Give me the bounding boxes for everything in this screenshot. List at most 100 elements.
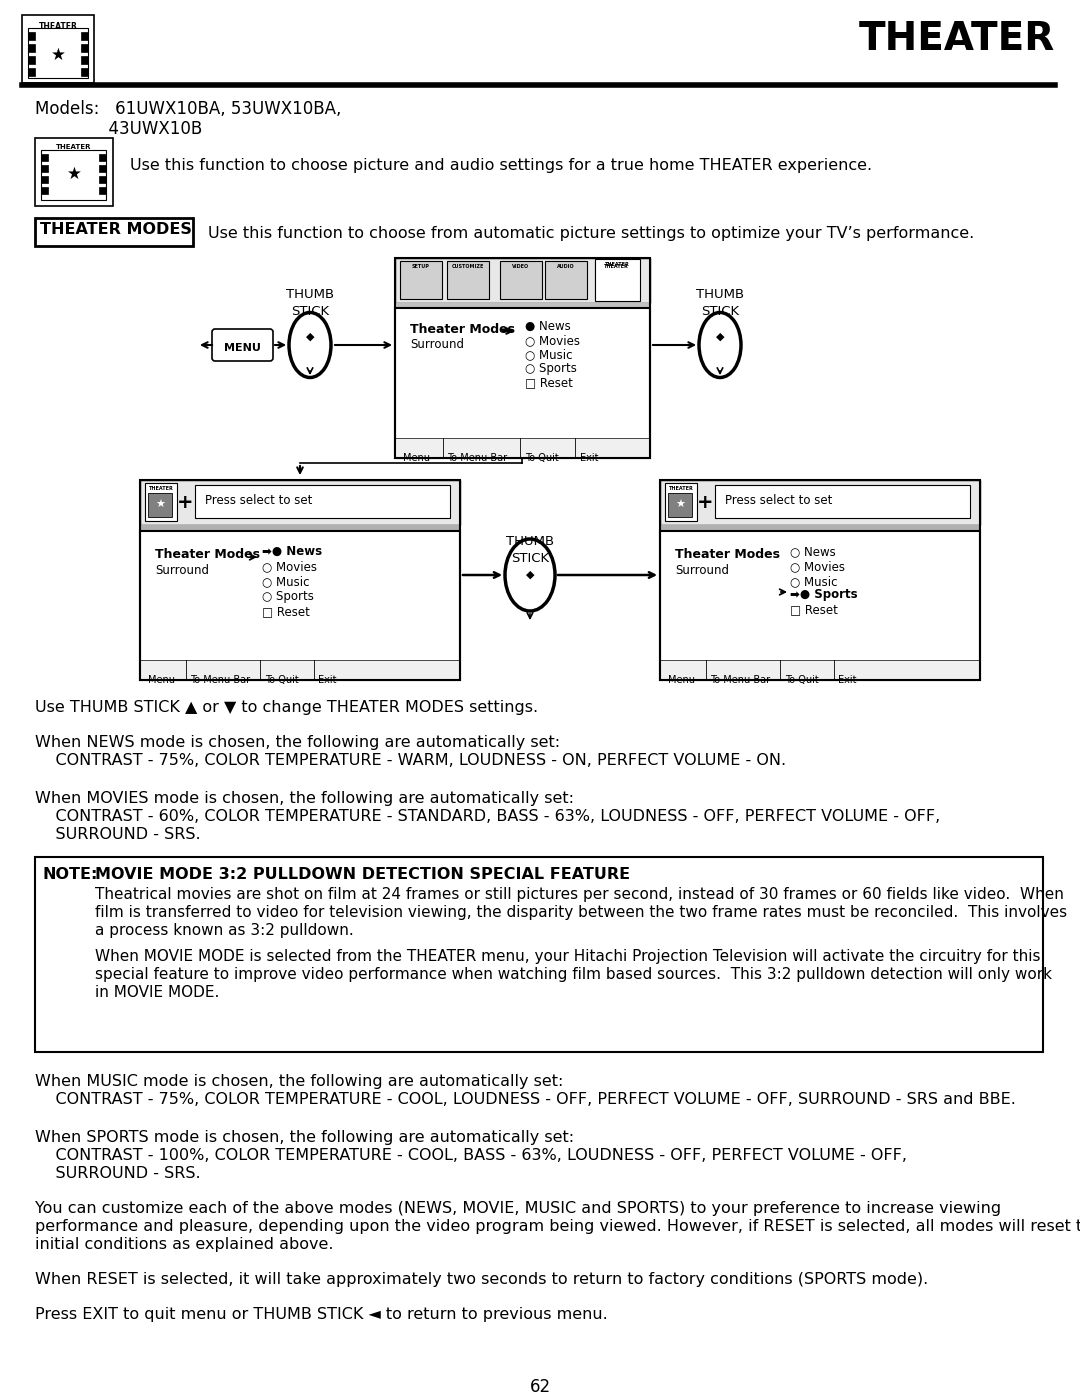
Text: Use this function to choose from automatic picture settings to optimize your TV’: Use this function to choose from automat…: [208, 226, 974, 242]
Bar: [145, 483, 177, 521]
Text: Menu: Menu: [669, 675, 696, 685]
Text: Press EXIT to quit menu or THUMB STICK ◄ to return to previous menu.: Press EXIT to quit menu or THUMB STICK ◄…: [35, 1308, 608, 1322]
Text: □ Reset: □ Reset: [262, 605, 310, 617]
Bar: [660, 659, 980, 680]
Text: Exit: Exit: [318, 675, 337, 685]
Text: ○ Music: ○ Music: [525, 348, 572, 360]
Text: THEATER: THEATER: [859, 20, 1055, 59]
Text: MENU: MENU: [224, 344, 260, 353]
Bar: [195, 485, 450, 518]
Bar: [669, 493, 692, 517]
Bar: [28, 56, 35, 64]
Text: Surround: Surround: [156, 564, 210, 577]
Bar: [35, 856, 1043, 1052]
Bar: [41, 187, 48, 194]
Text: film is transferred to video for television viewing, the disparity between the t: film is transferred to video for televis…: [95, 905, 1067, 921]
Text: ◆: ◆: [716, 332, 725, 342]
Text: When MUSIC mode is chosen, the following are automatically set:: When MUSIC mode is chosen, the following…: [35, 1074, 564, 1090]
Bar: [99, 165, 106, 172]
Bar: [28, 32, 35, 41]
Text: 62: 62: [529, 1377, 551, 1396]
Bar: [395, 258, 650, 303]
Bar: [400, 261, 442, 299]
Bar: [395, 258, 650, 458]
Bar: [81, 43, 87, 52]
Bar: [28, 43, 35, 52]
Text: THEATER: THEATER: [669, 486, 693, 490]
Bar: [41, 154, 48, 161]
Bar: [660, 525, 980, 531]
Text: THEATER: THEATER: [604, 264, 629, 270]
Text: Menu: Menu: [403, 453, 430, 462]
Bar: [41, 176, 48, 183]
Bar: [395, 303, 650, 307]
Bar: [665, 483, 697, 521]
Bar: [140, 481, 460, 525]
Text: performance and pleasure, depending upon the video program being viewed. However: performance and pleasure, depending upon…: [35, 1220, 1080, 1234]
Text: To Menu Bar: To Menu Bar: [190, 675, 251, 685]
Text: SURROUND - SRS.: SURROUND - SRS.: [35, 1166, 201, 1180]
Bar: [99, 176, 106, 183]
Bar: [660, 481, 980, 525]
Text: 43UWX10B: 43UWX10B: [35, 120, 202, 138]
Text: When NEWS mode is chosen, the following are automatically set:: When NEWS mode is chosen, the following …: [35, 735, 561, 750]
Bar: [99, 154, 106, 161]
Bar: [140, 659, 460, 680]
Text: Theater Modes: Theater Modes: [675, 548, 780, 562]
Bar: [28, 28, 87, 78]
Text: When SPORTS mode is chosen, the following are automatically set:: When SPORTS mode is chosen, the followin…: [35, 1130, 575, 1146]
Text: initial conditions as explained above.: initial conditions as explained above.: [35, 1236, 334, 1252]
Text: ★: ★: [675, 500, 685, 510]
Text: ○ Movies: ○ Movies: [789, 560, 845, 573]
Text: MOVIE MODE 3:2 PULLDOWN DETECTION SPECIAL FEATURE: MOVIE MODE 3:2 PULLDOWN DETECTION SPECIA…: [95, 868, 630, 882]
Text: ○ Movies: ○ Movies: [525, 334, 580, 346]
Bar: [140, 481, 460, 680]
Bar: [28, 68, 35, 75]
Text: □ Reset: □ Reset: [525, 376, 572, 388]
Text: CONTRAST - 75%, COLOR TEMPERATURE - COOL, LOUDNESS - OFF, PERFECT VOLUME - OFF, : CONTRAST - 75%, COLOR TEMPERATURE - COOL…: [35, 1092, 1016, 1106]
Text: Press select to set: Press select to set: [205, 495, 312, 507]
Text: ○ Sports: ○ Sports: [262, 590, 314, 604]
Text: ★: ★: [51, 46, 66, 64]
Text: To Quit: To Quit: [525, 453, 558, 462]
Bar: [447, 261, 489, 299]
Text: ◆: ◆: [526, 570, 535, 580]
Bar: [148, 493, 172, 517]
Text: To Quit: To Quit: [785, 675, 819, 685]
Text: THEATER: THEATER: [149, 486, 174, 490]
Bar: [140, 531, 460, 680]
Bar: [35, 138, 113, 205]
Bar: [595, 261, 637, 299]
Bar: [81, 32, 87, 41]
Text: Use THUMB STICK ▲ or ▼ to change THEATER MODES settings.: Use THUMB STICK ▲ or ▼ to change THEATER…: [35, 700, 538, 715]
Text: You can customize each of the above modes (NEWS, MOVIE, MUSIC and SPORTS) to you: You can customize each of the above mode…: [35, 1201, 1001, 1215]
Bar: [715, 485, 970, 518]
Text: □ Reset: □ Reset: [789, 604, 838, 616]
Text: SETUP: SETUP: [413, 264, 430, 270]
Text: Surround: Surround: [675, 564, 729, 577]
Text: Theatrical movies are shot on film at 24 frames or still pictures per second, in: Theatrical movies are shot on film at 24…: [95, 887, 1064, 902]
Text: +: +: [177, 493, 193, 511]
Text: ○ Music: ○ Music: [789, 576, 837, 588]
Text: CUSTOMIZE: CUSTOMIZE: [451, 264, 484, 270]
Text: AUDIO: AUDIO: [557, 264, 575, 270]
Bar: [81, 56, 87, 64]
Text: To Menu Bar: To Menu Bar: [710, 675, 770, 685]
Bar: [660, 531, 980, 680]
Text: ★: ★: [156, 500, 165, 510]
Text: ★: ★: [67, 165, 81, 183]
Bar: [41, 149, 106, 200]
Bar: [660, 481, 980, 680]
Text: Exit: Exit: [580, 453, 598, 462]
Bar: [595, 258, 640, 300]
Text: THUMB
STICK: THUMB STICK: [505, 535, 554, 564]
Text: CONTRAST - 75%, COLOR TEMPERATURE - WARM, LOUDNESS - ON, PERFECT VOLUME - ON.: CONTRAST - 75%, COLOR TEMPERATURE - WARM…: [35, 753, 786, 768]
Text: SURROUND - SRS.: SURROUND - SRS.: [35, 827, 201, 842]
Text: THEATER: THEATER: [605, 263, 630, 267]
Text: THUMB
STICK: THUMB STICK: [696, 288, 744, 319]
Text: Models:   61UWX10BA, 53UWX10BA,: Models: 61UWX10BA, 53UWX10BA,: [35, 101, 341, 117]
Text: THUMB
STICK: THUMB STICK: [286, 288, 334, 319]
Text: ○ Music: ○ Music: [262, 576, 310, 588]
Bar: [545, 261, 588, 299]
Text: VIDEO: VIDEO: [512, 264, 529, 270]
